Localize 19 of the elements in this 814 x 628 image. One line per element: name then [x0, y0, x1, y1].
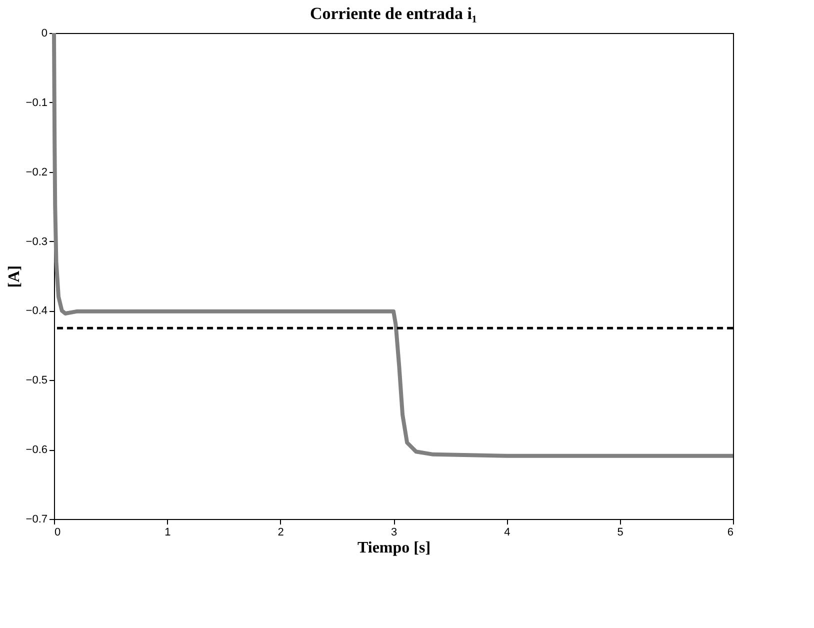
y-tick-label: −0.3	[26, 236, 48, 248]
x-tick-label: 3	[390, 526, 398, 538]
x-tick-label: 5	[617, 526, 624, 538]
y-tick-label: −0.1	[26, 96, 48, 109]
y-tick-label: −0.6	[26, 444, 48, 456]
x-tick-label: 0	[54, 526, 61, 538]
x-tick-label: 1	[164, 526, 171, 538]
y-tick-label: −0.5	[26, 374, 48, 387]
y-tick-label: −0.2	[26, 166, 48, 178]
x-axis-title: Tiempo [s]	[357, 540, 431, 556]
y-axis-title: [A]	[6, 265, 23, 288]
chart-title: Corriente de entrada i₁	[310, 4, 478, 23]
y-tick-label: −0.4	[26, 305, 48, 318]
x-tick-label: 2	[278, 526, 284, 538]
y-tick-label: 0	[41, 28, 48, 40]
x-tick-label: 6	[727, 526, 734, 538]
x-tick-label: 4	[504, 526, 510, 538]
y-tick-label: −0.7	[26, 514, 48, 526]
line-series	[52, 31, 735, 458]
